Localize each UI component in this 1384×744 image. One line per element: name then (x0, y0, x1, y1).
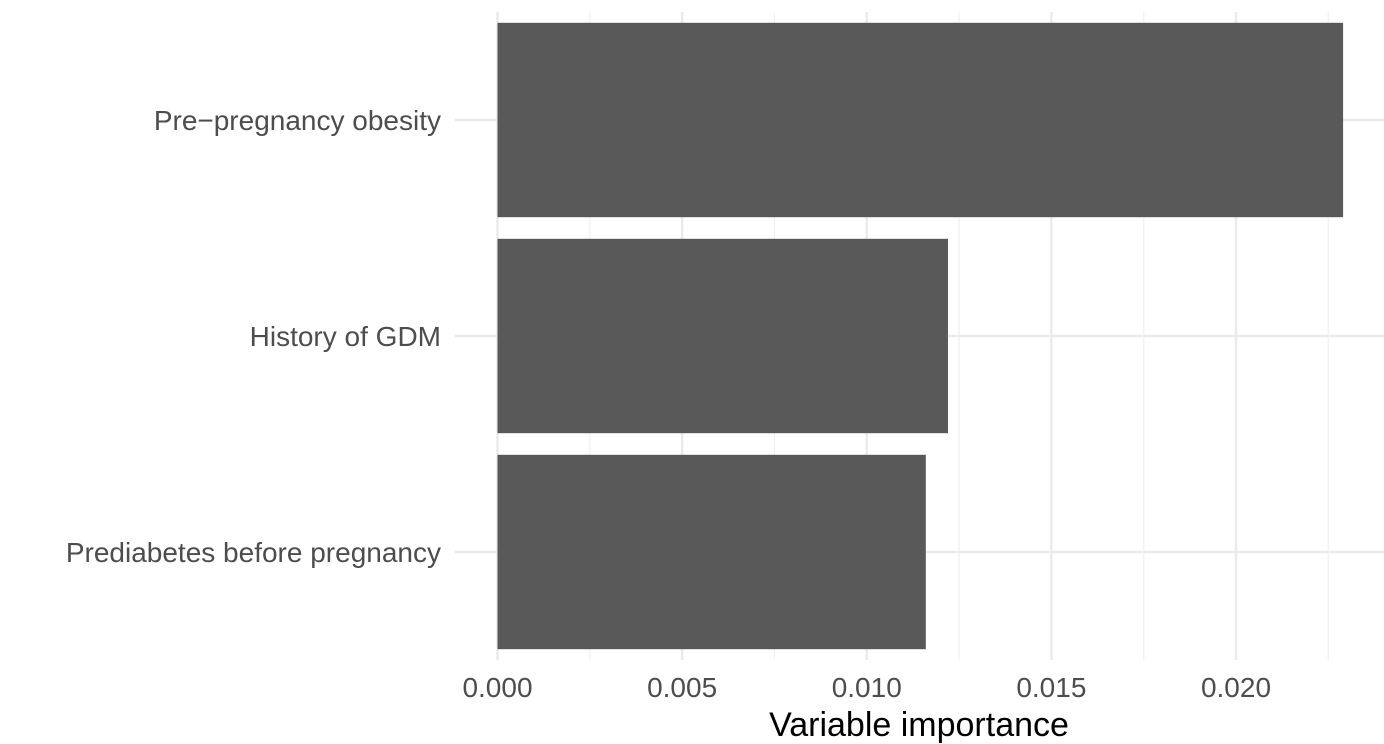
x-tick-label: 0.020 (1201, 672, 1271, 703)
bar (497, 238, 948, 434)
y-tick-label: Prediabetes before pregnancy (66, 537, 441, 568)
y-tick-label: Pre−pregnancy obesity (154, 105, 441, 136)
bar (497, 22, 1344, 218)
x-tick-label: 0.005 (647, 672, 717, 703)
x-tick-label: 0.010 (832, 672, 902, 703)
x-tick-labels: 0.000 0.005 0.010 0.015 0.020 (462, 672, 1271, 703)
y-tick-label: History of GDM (250, 321, 441, 352)
x-tick-label: 0.015 (1016, 672, 1086, 703)
bar (497, 454, 926, 650)
x-tick-label: 0.000 (462, 672, 532, 703)
bars (497, 22, 1344, 650)
y-tick-labels: Pre−pregnancy obesity History of GDM Predi… (66, 105, 441, 568)
x-axis-title: Variable importance (769, 706, 1069, 744)
